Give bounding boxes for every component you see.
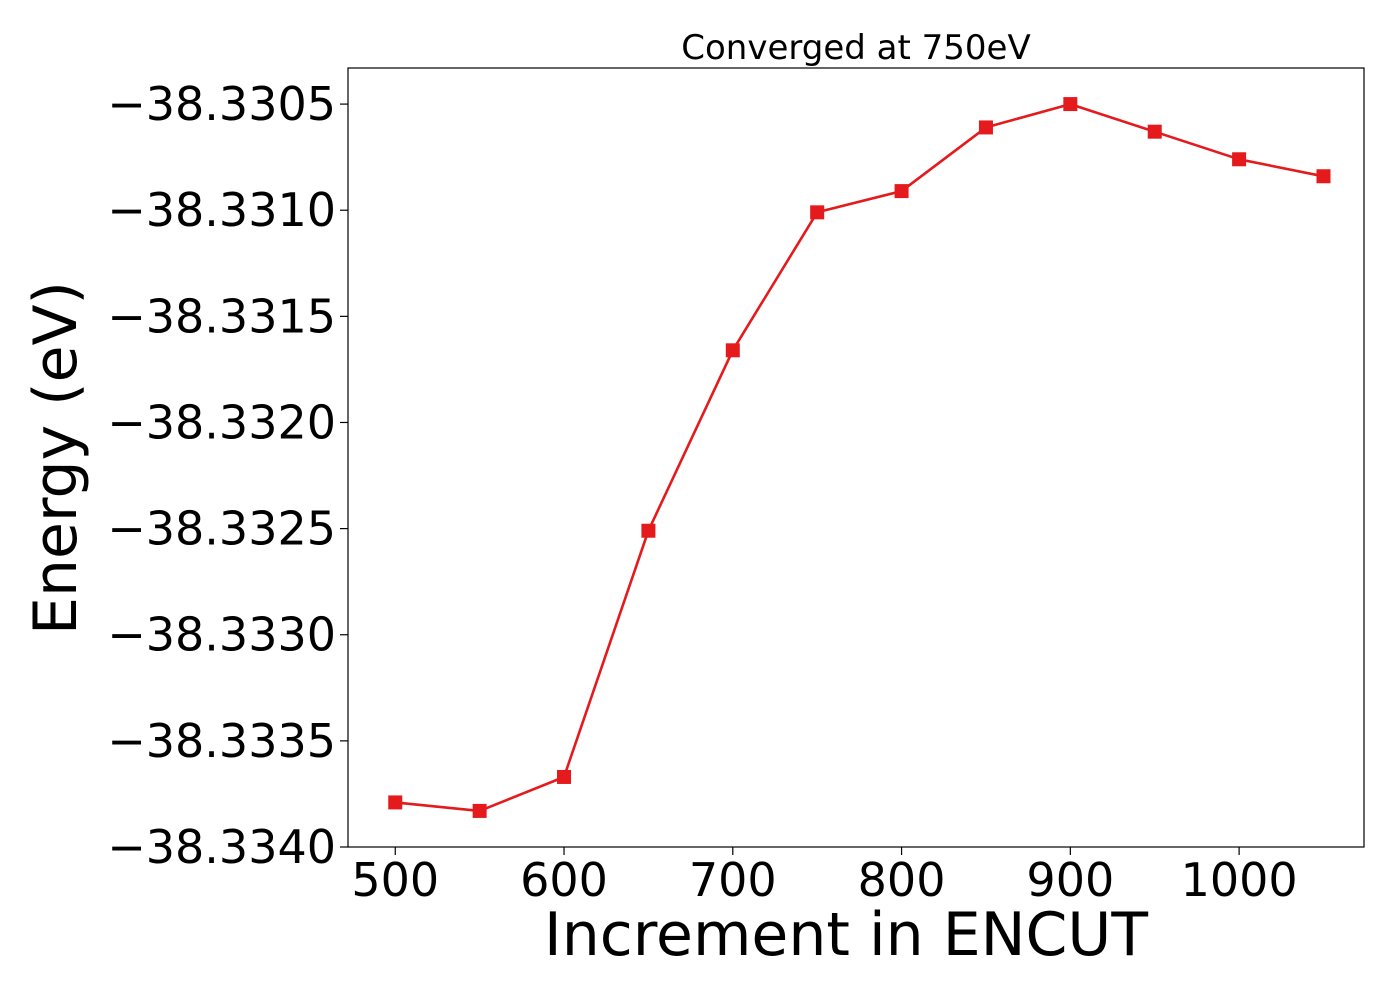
y-tick-label: −38.3325 xyxy=(107,502,336,556)
data-point xyxy=(810,205,825,220)
data-point xyxy=(641,523,656,538)
x-tick-label: 700 xyxy=(689,853,777,907)
data-point xyxy=(557,769,572,784)
y-tick-label: −38.3320 xyxy=(107,395,336,449)
data-point xyxy=(1316,169,1331,184)
y-axis-label: Energy (eV) xyxy=(21,281,91,635)
y-tick-label: −38.3330 xyxy=(107,608,336,662)
x-axis-label: Increment in ENCUT xyxy=(544,900,1148,970)
data-point xyxy=(1232,152,1247,167)
x-tick-label: 1000 xyxy=(1181,853,1298,907)
x-tick-label: 500 xyxy=(351,853,439,907)
chart-title: Converged at 750eV xyxy=(681,28,1030,68)
series-line xyxy=(395,102,1324,813)
y-tick-label: −38.3340 xyxy=(107,820,336,874)
x-tick-label: 600 xyxy=(520,853,608,907)
y-tick-label: −38.3335 xyxy=(107,714,336,768)
plot-frame xyxy=(347,67,1365,848)
data-point xyxy=(1147,124,1162,139)
y-tick-label: −38.3315 xyxy=(107,289,336,343)
data-point xyxy=(894,184,909,199)
data-point xyxy=(472,803,487,818)
data-point xyxy=(978,120,993,135)
data-point xyxy=(725,343,740,358)
plot-area: 500 600 700 800 900 1000 −38.3340 −38.3335 −38.3… xyxy=(107,67,1365,907)
x-tick-label: 800 xyxy=(858,853,946,907)
x-tick-label: 900 xyxy=(1026,853,1114,907)
data-point xyxy=(1063,97,1078,112)
y-tick-label: −38.3310 xyxy=(107,183,336,237)
data-point xyxy=(388,795,403,810)
y-tick-label: −38.3305 xyxy=(107,77,336,131)
